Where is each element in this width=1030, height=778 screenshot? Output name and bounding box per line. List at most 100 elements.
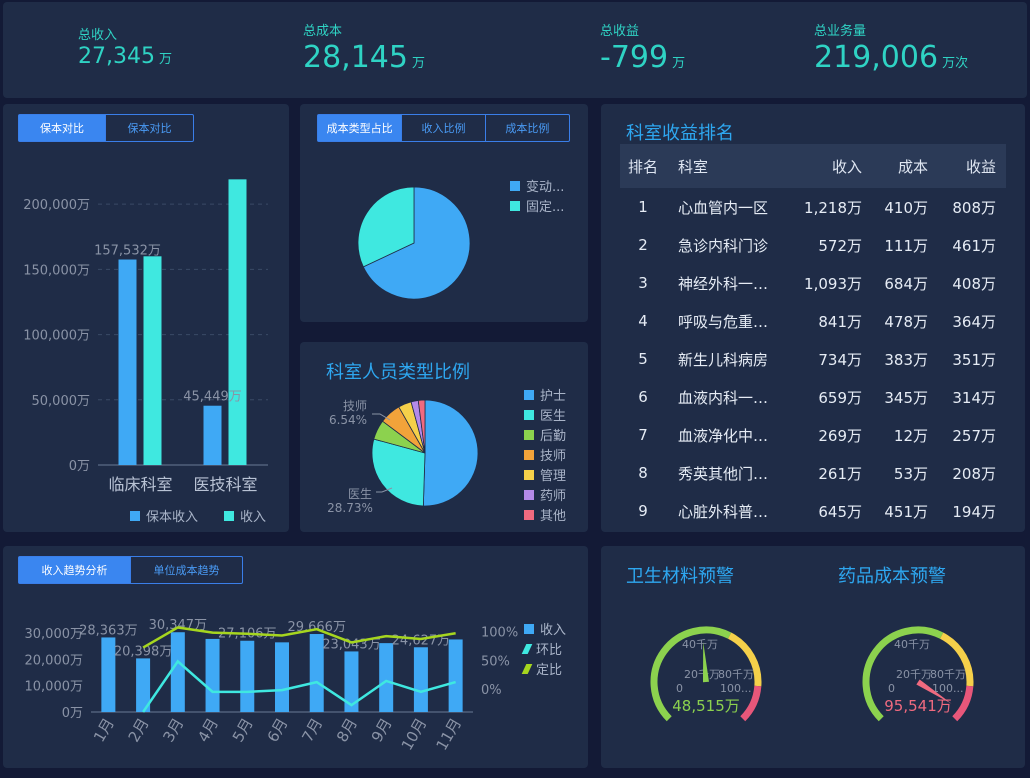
tab-income-trend[interactable]: 收入趋势分析 xyxy=(19,557,131,583)
legend-swatch xyxy=(130,510,140,521)
legend-swatch xyxy=(224,510,234,521)
table-row[interactable]: 1 心血管内一区 1,218万 410万 808万 xyxy=(620,188,1006,226)
trend-bar[interactable] xyxy=(240,640,255,712)
trend-bar[interactable] xyxy=(448,639,463,712)
kpi-label-total-income: 总收入 xyxy=(78,28,118,43)
trend-bar[interactable] xyxy=(275,642,289,712)
header-income[interactable]: 收入 xyxy=(831,157,862,176)
tab-income-ratio[interactable]: 收入比例 xyxy=(402,115,486,141)
legend-swatch xyxy=(510,180,520,191)
y2-tick-label: 100% xyxy=(481,626,518,641)
table-row[interactable]: 8 秀英其他门… 261万 53万 208万 xyxy=(620,454,1006,492)
table-row[interactable]: 5 新生儿科病房 734万 383万 351万 xyxy=(620,340,1006,378)
kpi-strip xyxy=(3,2,1027,98)
label-leader-line xyxy=(376,487,393,493)
trend-bar[interactable] xyxy=(379,643,394,712)
table-row[interactable]: 7 血液净化中… 269万 12万 257万 xyxy=(620,416,1006,454)
legend-staff-type[interactable]: 护士 xyxy=(524,385,566,404)
table-body: 1 心血管内一区 1,218万 410万 808万 2 急诊内科门诊 572万 111万 461万… xyxy=(620,188,1006,530)
legend-staff-type[interactable]: 技师 xyxy=(524,445,566,464)
cost-type-pie xyxy=(357,186,471,300)
bar-保本收入[interactable] xyxy=(118,259,137,465)
cell-profit: 208万 xyxy=(952,464,996,483)
table-header: 排名 科室 收入 成本 收益 xyxy=(620,144,1006,188)
tab-cost-type[interactable]: 成本类型占比 xyxy=(318,115,403,141)
kpi-label-total-profit: 总收益 xyxy=(600,24,640,39)
legend-variable-cost[interactable]: 变动... xyxy=(510,176,564,195)
table-row[interactable]: 9 心脏外科普… 645万 451万 194万 xyxy=(620,492,1006,530)
table-row[interactable]: 6 血液内科一… 659万 345万 314万 xyxy=(620,378,1006,416)
bar-保本收入[interactable] xyxy=(203,405,222,465)
cost-type-slice[interactable] xyxy=(362,186,471,300)
trend-bar[interactable] xyxy=(101,637,116,712)
header-rank[interactable]: 排名 xyxy=(627,157,658,176)
legend-income[interactable]: 收入 xyxy=(224,506,266,525)
line-定比[interactable] xyxy=(142,626,456,649)
trend-bar[interactable] xyxy=(205,638,220,712)
staff-type-slice[interactable] xyxy=(371,438,426,507)
gauge-band xyxy=(740,685,762,722)
staff-type-slice[interactable] xyxy=(422,399,479,507)
legend-staff-type[interactable]: 其他 xyxy=(524,505,566,524)
legend-swatch xyxy=(524,469,534,480)
legend-trend-fixed[interactable]: 定比 xyxy=(521,659,562,678)
legend-fixed-cost[interactable]: 固定... xyxy=(510,196,564,215)
cost-type-slice[interactable] xyxy=(357,186,415,268)
header-cost[interactable]: 成本 xyxy=(897,157,928,176)
trend-bar[interactable] xyxy=(136,658,151,712)
bar-data-label: 28,363万 xyxy=(79,623,138,638)
tab-break-even-1[interactable]: 保本对比 xyxy=(19,115,106,141)
income-trend-chart: 0万 10,000万 20,000万 30,000万 0% 50% 100% 28,363万 1… xyxy=(25,618,519,753)
legend-staff-type[interactable]: 后勤 xyxy=(524,425,566,444)
legend-swatch xyxy=(524,409,534,420)
y-tick-label: 50,000万 xyxy=(32,394,91,409)
gauge-band xyxy=(862,626,944,722)
trend-bar[interactable] xyxy=(309,634,324,712)
cell-dept: 呼吸与危重… xyxy=(678,312,769,331)
table-row[interactable]: 4 呼吸与危重… 841万 478万 364万 xyxy=(620,302,1006,340)
kpi-value-total-profit: -799 万 xyxy=(600,40,685,75)
legend-staff-type[interactable]: 医生 xyxy=(524,405,566,424)
x-tick-label: 1月 xyxy=(90,715,118,745)
bar-收入[interactable] xyxy=(143,256,162,465)
legend-staff-type[interactable]: 管理 xyxy=(524,465,566,484)
x-tick-label: 4月 xyxy=(194,715,222,745)
tab-cost-ratio[interactable]: 成本比例 xyxy=(505,122,550,135)
trend-bar[interactable] xyxy=(344,651,359,712)
gauge-tick-label: 80千万 xyxy=(930,668,966,681)
header-profit[interactable]: 收益 xyxy=(965,157,996,176)
legend-staff-type[interactable]: 药师 xyxy=(524,485,566,504)
warning-panel xyxy=(601,546,1025,768)
table-row[interactable]: 3 神经外科一… 1,093万 684万 408万 xyxy=(620,264,1006,302)
legend-swatch xyxy=(510,200,520,211)
gauge-band xyxy=(727,632,762,687)
legend-swatch xyxy=(524,509,534,520)
staff-type-slice[interactable] xyxy=(417,399,426,454)
legend-trend-income[interactable]: 收入 xyxy=(524,619,566,638)
trend-bar[interactable] xyxy=(413,647,428,712)
legend-break-even-income[interactable]: 保本收入 xyxy=(130,506,198,525)
x-tick-label: 临床科室 xyxy=(108,475,172,494)
tab-unit-cost-trend[interactable]: 单位成本趋势 xyxy=(153,564,220,577)
legend-label: 收入 xyxy=(240,510,267,525)
kpi-value-total-income: 27,345 万 xyxy=(78,44,172,69)
cell-income: 841万 xyxy=(818,312,862,331)
x-tick-label: 7月 xyxy=(298,715,326,745)
tab-break-even-2[interactable]: 保本对比 xyxy=(127,122,172,135)
table-row[interactable]: 2 急诊内科门诊 572万 111万 461万 xyxy=(620,226,1006,264)
slice-label-value: 6.54% xyxy=(329,413,367,427)
staff-type-title: 科室人员类型比例 xyxy=(326,362,470,383)
header-dept[interactable]: 科室 xyxy=(678,157,709,176)
cell-rank: 7 xyxy=(638,426,648,444)
trend-bar[interactable] xyxy=(170,632,185,712)
legend-trend-mom[interactable]: 环比 xyxy=(521,639,563,658)
cell-profit: 808万 xyxy=(952,198,996,217)
cell-dept: 心脏外科普… xyxy=(678,502,769,521)
line-环比[interactable] xyxy=(142,659,456,713)
legend-label: 环比 xyxy=(536,643,563,658)
kpi-unit: 万 xyxy=(672,56,686,71)
x-tick-label: 6月 xyxy=(264,715,292,745)
bar-收入[interactable] xyxy=(228,179,247,465)
